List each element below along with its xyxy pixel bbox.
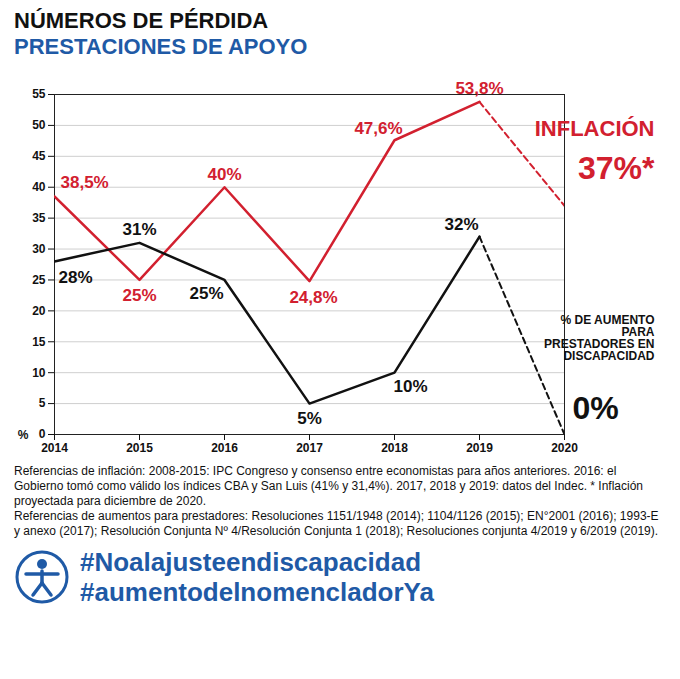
svg-text:20: 20: [32, 304, 46, 318]
svg-text:0%: 0%: [573, 390, 619, 426]
svg-text:47,6%: 47,6%: [354, 119, 402, 138]
svg-text:2016: 2016: [211, 441, 238, 455]
svg-text:37%*: 37%*: [578, 150, 655, 186]
svg-text:25%: 25%: [122, 286, 156, 305]
svg-text:% DE AUMENTOPARAPRESTADORES EN: % DE AUMENTOPARAPRESTADORES ENDISCAPACID…: [544, 313, 655, 363]
svg-text:45: 45: [32, 149, 46, 163]
svg-text:2017: 2017: [296, 441, 323, 455]
svg-text:28%: 28%: [59, 268, 93, 287]
svg-text:2020: 2020: [551, 441, 578, 455]
svg-text:10: 10: [32, 366, 46, 380]
svg-text:40%: 40%: [207, 165, 241, 184]
html-text:Referencias de inflación: 2008: Referencias de inflación: 2008-2015: IPC…: [14, 464, 643, 508]
html-text:#Noalajusteendiscapacidad: #Noalajusteendiscapacidad: [80, 547, 421, 577]
svg-text:25%: 25%: [189, 284, 223, 303]
html-text:PRESTACIONES DE APOYO: PRESTACIONES DE APOYO: [14, 34, 308, 59]
html-text:NÚMEROS DE PÉRDIDA: NÚMEROS DE PÉRDIDA: [14, 8, 269, 33]
svg-text:38,5%: 38,5%: [61, 173, 109, 192]
svg-text:10%: 10%: [393, 377, 427, 396]
svg-text:53,8%: 53,8%: [455, 79, 503, 98]
svg-text:0: 0: [39, 427, 46, 441]
svg-text:5: 5: [39, 396, 46, 410]
svg-text:55: 55: [32, 87, 46, 101]
svg-text:35: 35: [32, 211, 46, 225]
svg-text:%: %: [18, 428, 29, 442]
svg-text:5%: 5%: [297, 409, 322, 428]
svg-text:32%: 32%: [444, 215, 478, 234]
svg-text:24,8%: 24,8%: [289, 288, 337, 307]
svg-text:2018: 2018: [381, 441, 408, 455]
svg-text:2019: 2019: [466, 441, 493, 455]
svg-text:31%: 31%: [122, 220, 156, 239]
svg-text:40: 40: [32, 180, 46, 194]
svg-text:15: 15: [32, 335, 46, 349]
svg-text:30: 30: [32, 242, 46, 256]
html-text:Referencias de aumentos para p: Referencias de aumentos para prestadores…: [14, 509, 659, 538]
html-text:#aumentodelnomencladorYa: #aumentodelnomencladorYa: [80, 577, 434, 607]
svg-text:50: 50: [32, 118, 46, 132]
svg-text:2015: 2015: [126, 441, 153, 455]
svg-text:2014: 2014: [41, 441, 68, 455]
svg-text:INFLACIÓN: INFLACIÓN: [535, 116, 655, 141]
svg-text:25: 25: [32, 273, 46, 287]
